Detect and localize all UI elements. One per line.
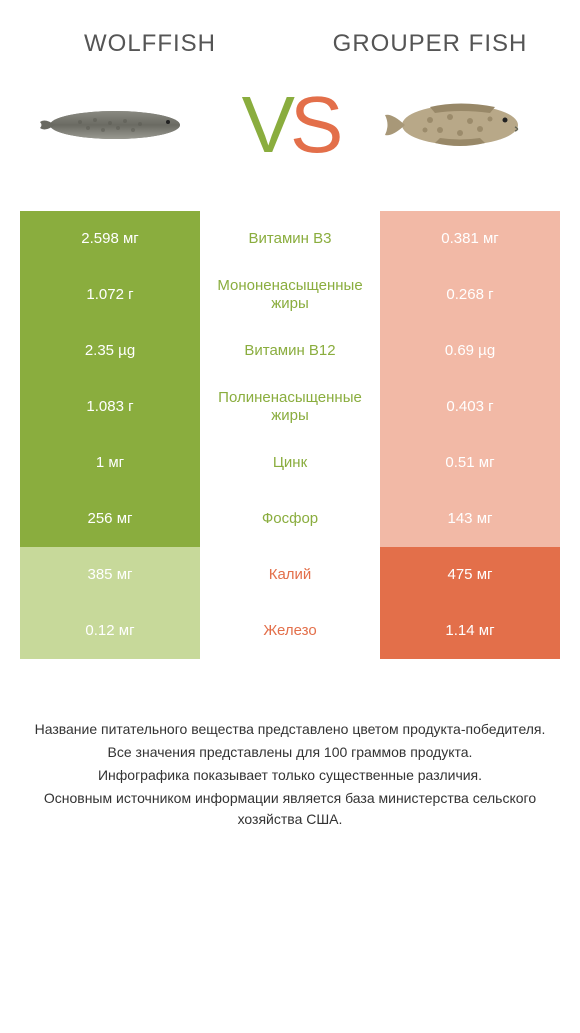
vs-label: VS [242,79,339,171]
table-row: 2.35 µgВитамин B120.69 µg [20,323,560,379]
right-value-cell: 143 мг [380,491,560,547]
table-row: 2.598 мгВитамин B30.381 мг [20,211,560,267]
footer-line-1: Название питательного вещества представл… [30,719,550,740]
table-row: 1 мгЦинк0.51 мг [20,435,560,491]
table-row: 256 мгФосфор143 мг [20,491,560,547]
nutrient-label-cell: Калий [200,547,380,603]
footer-line-3: Инфографика показывает только существенн… [30,765,550,786]
nutrient-label-cell: Фосфор [200,491,380,547]
right-value-cell: 0.69 µg [380,323,560,379]
right-value-cell: 0.268 г [380,267,560,323]
right-value-cell: 475 мг [380,547,560,603]
left-value-cell: 1.083 г [20,379,200,435]
table-row: 1.072 гМононенасыщенные жиры0.268 г [20,267,560,323]
comparison-table: 2.598 мгВитамин B30.381 мг1.072 гМононен… [20,211,560,659]
footer-line-4: Основным источником информации является … [30,788,550,830]
table-row: 0.12 мгЖелезо1.14 мг [20,603,560,659]
grouper-image [380,85,540,165]
footer-notes: Название питательного вещества представл… [20,719,560,830]
table-row: 1.083 гПолиненасыщенные жиры0.403 г [20,379,560,435]
left-value-cell: 0.12 мг [20,603,200,659]
header-row: Wolffish Grouper Fish [20,30,560,59]
left-value-cell: 1.072 г [20,267,200,323]
left-value-cell: 1 мг [20,435,200,491]
vs-s-letter: S [290,80,338,169]
nutrient-label-cell: Полиненасыщенные жиры [200,379,380,435]
footer-line-2: Все значения представлены для 100 граммо… [30,742,550,763]
nutrient-label-cell: Цинк [200,435,380,491]
right-value-cell: 1.14 мг [380,603,560,659]
nutrient-label-cell: Витамин B12 [200,323,380,379]
left-value-cell: 2.35 µg [20,323,200,379]
nutrient-label-cell: Железо [200,603,380,659]
right-product-title: Grouper Fish [330,30,530,59]
vs-v-letter: V [242,80,290,169]
wolffish-image [40,85,200,165]
vs-row: VS [20,79,560,171]
nutrient-label-cell: Мононенасыщенные жиры [200,267,380,323]
nutrient-label-cell: Витамин B3 [200,211,380,267]
right-value-cell: 0.51 мг [380,435,560,491]
left-product-title: Wolffish [50,30,250,59]
left-value-cell: 2.598 мг [20,211,200,267]
left-value-cell: 385 мг [20,547,200,603]
infographic-container: Wolffish Grouper Fish [0,0,580,852]
left-value-cell: 256 мг [20,491,200,547]
table-row: 385 мгКалий475 мг [20,547,560,603]
right-value-cell: 0.403 г [380,379,560,435]
right-value-cell: 0.381 мг [380,211,560,267]
